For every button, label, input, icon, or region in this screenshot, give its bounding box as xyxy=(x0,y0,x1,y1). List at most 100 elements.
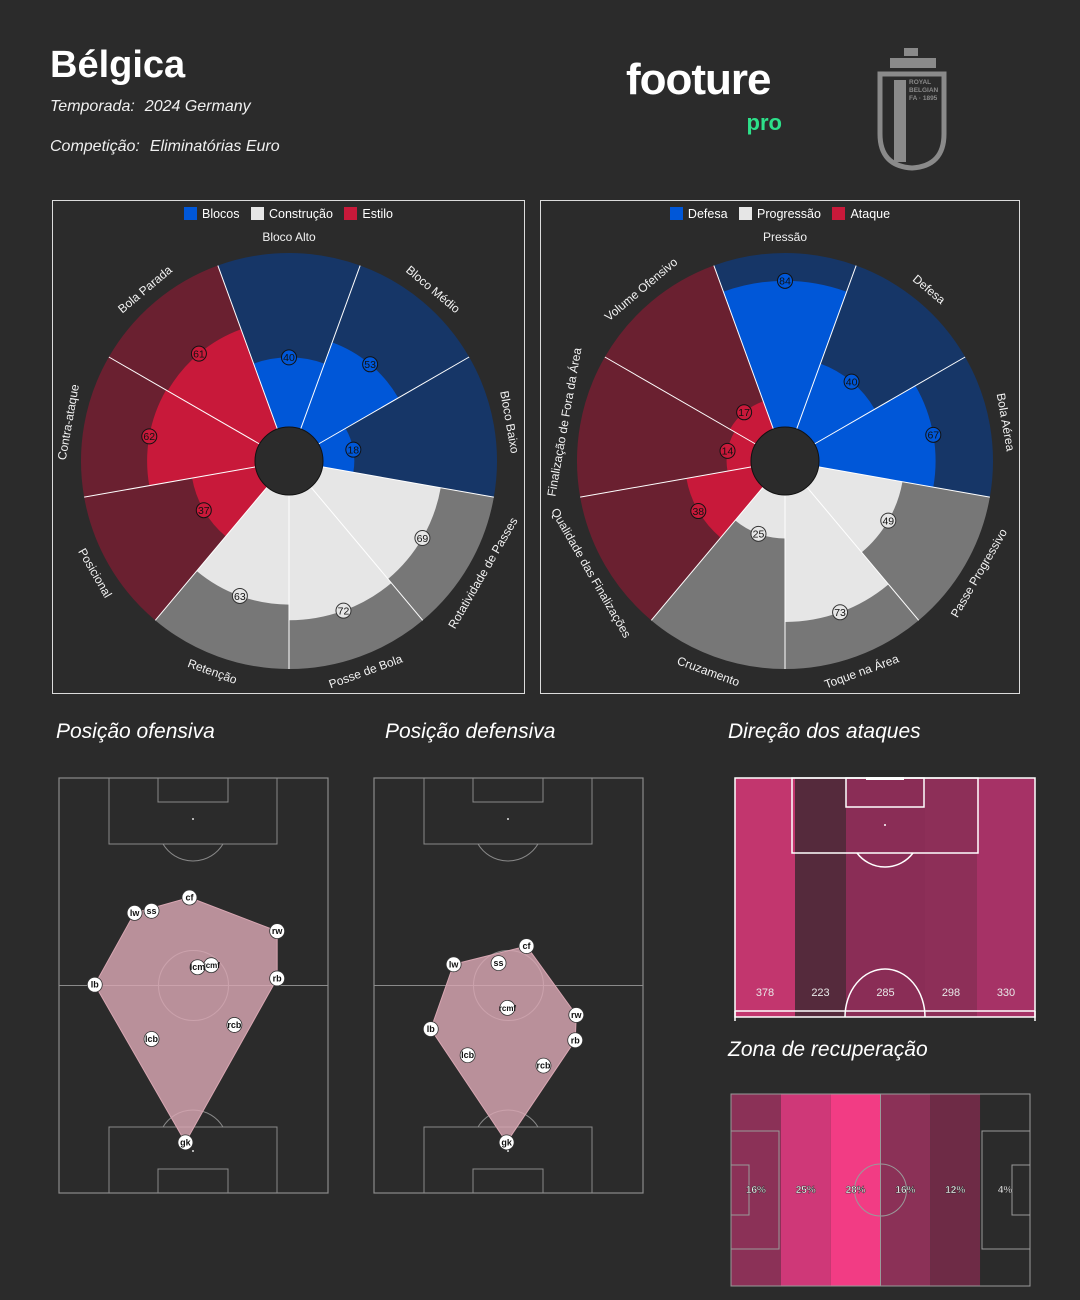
player-label: lb xyxy=(91,980,100,990)
season-label: Temporada: xyxy=(50,98,135,115)
sector-background xyxy=(577,357,756,498)
sector-background xyxy=(318,357,498,498)
player-marker xyxy=(498,1134,515,1151)
value-marker xyxy=(190,345,207,362)
style-radar-panel: Blocos Construção Estilo 40 53 18 69 72 63 37 6… xyxy=(52,200,525,694)
direction-value: 378 xyxy=(756,987,774,999)
bar xyxy=(196,487,289,605)
player-marker xyxy=(459,1047,476,1064)
season-value: 2024 Germany xyxy=(144,98,251,115)
player-marker xyxy=(269,970,286,987)
value-label: 53 xyxy=(364,359,376,371)
bar xyxy=(723,280,847,430)
recovery-value: 4% xyxy=(998,1185,1013,1196)
goal-area xyxy=(472,777,544,803)
recovery-bar xyxy=(731,1094,781,1286)
goal-area xyxy=(1011,1164,1031,1216)
center-circle xyxy=(844,968,926,1018)
legend-item: Defesa xyxy=(669,207,728,221)
legend-label: Defesa xyxy=(687,207,728,221)
penalty-area xyxy=(108,777,278,845)
team-name: Bélgica xyxy=(50,44,186,86)
penalty-arc xyxy=(856,852,914,868)
sector-divider xyxy=(604,356,756,445)
player-label: gk xyxy=(501,1137,512,1147)
legend-swatch xyxy=(344,207,358,220)
sector-divider xyxy=(814,356,966,445)
direction-value: 330 xyxy=(997,987,1015,999)
goal-area xyxy=(157,1168,229,1194)
player-marker xyxy=(568,1007,585,1023)
recovery-bar xyxy=(780,1094,831,1286)
sector-divider xyxy=(310,486,424,621)
value-marker xyxy=(719,442,736,459)
value-label: 14 xyxy=(722,446,734,458)
value-label: 63 xyxy=(234,591,246,603)
legend-label: Blocos xyxy=(201,207,240,221)
attack-direction-pitch: 378 223 285 298 330 xyxy=(734,777,1036,1021)
defensive-position-title: Posição defensiva xyxy=(385,720,556,743)
value-marker xyxy=(335,602,352,619)
player-label: ss xyxy=(147,906,157,916)
value-marker xyxy=(777,272,793,289)
season-row: Temporada: 2024 Germany xyxy=(50,98,251,116)
value-label: 40 xyxy=(283,352,295,364)
sector-divider xyxy=(650,486,764,621)
value-marker xyxy=(880,512,897,529)
team-shape xyxy=(94,896,278,1144)
value-label: 38 xyxy=(692,506,704,518)
value-marker xyxy=(750,525,767,542)
value-label: 62 xyxy=(143,431,155,443)
value-label: 18 xyxy=(347,444,359,456)
legend-item: Construção xyxy=(251,207,333,221)
value-label: 40 xyxy=(846,376,858,388)
value-label: 69 xyxy=(417,533,429,545)
bar xyxy=(729,401,774,444)
team-shape xyxy=(430,945,577,1144)
value-label: 25 xyxy=(753,529,765,541)
penalty-spot xyxy=(507,818,509,820)
value-marker xyxy=(414,530,431,547)
direction-bar xyxy=(925,778,977,1017)
direction-value: 298 xyxy=(942,987,960,999)
value-marker xyxy=(345,441,362,458)
sector-divider xyxy=(580,466,752,498)
style-radar-legend: Blocos Construção Estilo xyxy=(53,207,524,221)
player-marker xyxy=(422,1021,439,1037)
player-marker xyxy=(567,1032,584,1049)
recovery-bar xyxy=(830,1094,881,1286)
bar xyxy=(686,466,764,538)
penalty-spot xyxy=(507,1150,509,1152)
goal-area xyxy=(157,777,229,803)
attack-direction-title: Direção dos ataques xyxy=(728,720,921,743)
recovery-value: 12% xyxy=(945,1185,965,1196)
value-marker xyxy=(281,349,297,366)
value-marker xyxy=(231,587,248,604)
competition-row: Competição: Eliminatórias Euro xyxy=(50,138,280,156)
recovery-bar xyxy=(980,1094,1030,1286)
direction-bar xyxy=(795,778,846,1017)
player-marker xyxy=(499,1000,516,1016)
value-marker xyxy=(832,604,849,621)
player-marker xyxy=(143,902,160,919)
sector-divider xyxy=(322,466,494,498)
recovery-value: 28% xyxy=(846,1185,866,1196)
category-label: Bloco Baixo xyxy=(497,390,522,455)
legend-label: Progressão xyxy=(757,207,821,221)
recovery-zone-pitch: 16% 25% 28% 16% 12% 4% xyxy=(730,1093,1031,1287)
value-label: 72 xyxy=(338,605,350,617)
player-label: lcb xyxy=(145,1034,159,1044)
bar xyxy=(310,466,441,580)
player-marker xyxy=(143,1031,160,1047)
player-label: rb xyxy=(571,1035,581,1045)
value-label: 73 xyxy=(834,607,846,619)
offensive-position-title: Posição ofensiva xyxy=(56,720,215,743)
player-marker xyxy=(490,955,507,971)
direction-bar xyxy=(735,778,795,1017)
direction-bar xyxy=(846,778,925,1017)
sector-divider xyxy=(806,486,920,621)
value-label: 37 xyxy=(198,505,210,517)
legend-item: Progressão xyxy=(739,207,821,221)
